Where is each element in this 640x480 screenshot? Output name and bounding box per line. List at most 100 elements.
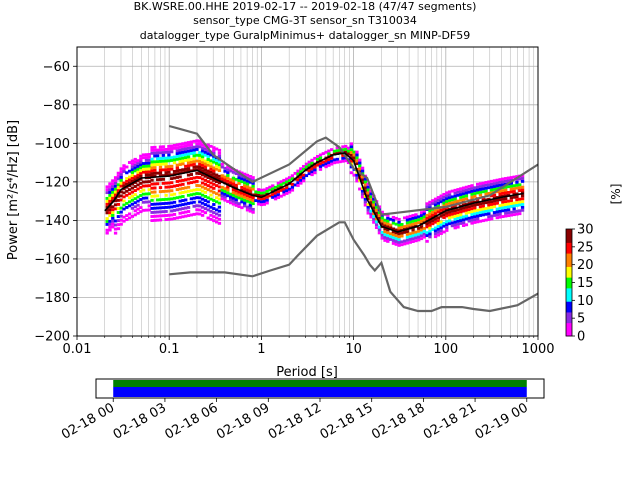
density-cell [515, 198, 519, 202]
colorbar-segment [566, 317, 572, 321]
density-cell [153, 145, 157, 149]
density-cell [125, 189, 129, 193]
density-cell [212, 151, 216, 155]
density-cell [139, 174, 143, 178]
density-cell [167, 159, 171, 163]
density-cell [229, 169, 233, 173]
density-cell [156, 163, 160, 166]
density-cell [344, 150, 348, 154]
density-cell [265, 195, 269, 199]
density-cell [324, 159, 328, 163]
density-cell [245, 196, 250, 200]
density-cell [417, 232, 421, 236]
colorbar-segment [566, 237, 572, 241]
density-cell [498, 212, 502, 216]
density-cell [386, 213, 390, 217]
density-cell [153, 151, 157, 155]
density-cell [520, 205, 525, 209]
density-cell [237, 179, 241, 182]
density-cell [445, 202, 449, 206]
density-cell [484, 181, 488, 184]
colorbar-segment [566, 322, 572, 326]
density-cell [214, 212, 219, 216]
density-cell [321, 163, 325, 167]
density-cell [487, 206, 491, 210]
density-cell [192, 212, 196, 216]
density-cell [492, 205, 497, 209]
density-cell [301, 173, 306, 177]
density-cell [209, 153, 213, 157]
density-cell [223, 169, 227, 173]
density-cell [285, 189, 289, 193]
density-cell [192, 151, 196, 155]
density-cell [203, 165, 208, 169]
density-cell [504, 188, 508, 192]
density-cell [299, 167, 303, 171]
density-cell [428, 212, 432, 216]
density-cell [487, 218, 491, 221]
density-cell [150, 172, 154, 175]
density-cell [209, 162, 213, 166]
density-cell [147, 180, 151, 184]
density-cell [248, 201, 252, 204]
density-cell [476, 188, 480, 192]
high-noise-model-line [168, 124, 539, 216]
density-cell [397, 223, 401, 227]
density-cell [167, 181, 171, 185]
density-cell [425, 205, 429, 209]
density-cell [206, 188, 210, 192]
density-cell [262, 202, 266, 206]
density-cell [464, 208, 469, 212]
density-cell [296, 181, 300, 185]
density-cell [259, 194, 264, 198]
density-cell [492, 187, 497, 191]
density-cell [422, 218, 426, 222]
density-cell [422, 212, 426, 216]
density-cell [147, 164, 151, 168]
density-cell [195, 204, 199, 208]
density-cell [175, 157, 179, 161]
density-cell [352, 156, 356, 160]
density-cell [200, 155, 205, 159]
density-cell [153, 210, 157, 214]
density-cell [105, 191, 109, 195]
density-cell [285, 192, 289, 195]
density-cell [509, 184, 513, 188]
density-cell [450, 209, 455, 213]
density-cell [425, 231, 429, 235]
density-cell [111, 185, 115, 189]
density-cell [257, 191, 261, 194]
density-cell [200, 166, 205, 170]
density-cell [156, 214, 160, 218]
density-cell [158, 165, 163, 169]
density-cell [200, 193, 205, 197]
density-cell [467, 216, 471, 220]
density-cell [156, 151, 160, 155]
density-cell [161, 159, 165, 163]
density-cell [310, 167, 314, 171]
density-cell [184, 206, 188, 210]
density-cell [417, 235, 421, 239]
density-cell [136, 183, 140, 187]
density-cell [310, 173, 314, 177]
colorbar-segment [566, 325, 572, 329]
density-cell [113, 179, 118, 182]
density-cell [467, 210, 471, 214]
density-cell [158, 218, 163, 222]
y-tick-label: −120 [34, 175, 70, 190]
density-cell [470, 192, 474, 196]
density-cell [285, 186, 289, 190]
density-cell [279, 194, 283, 198]
density-cell [212, 166, 216, 170]
density-cell [372, 197, 376, 201]
density-cell [433, 203, 438, 207]
density-cell [254, 193, 258, 197]
density-cell [164, 165, 168, 169]
density-cell [198, 154, 202, 157]
colorbar-segment [566, 253, 572, 257]
density-cell [425, 222, 429, 226]
density-cell [397, 226, 401, 230]
density-cell [237, 176, 241, 180]
density-cell [360, 169, 365, 173]
density-cell [276, 181, 281, 185]
